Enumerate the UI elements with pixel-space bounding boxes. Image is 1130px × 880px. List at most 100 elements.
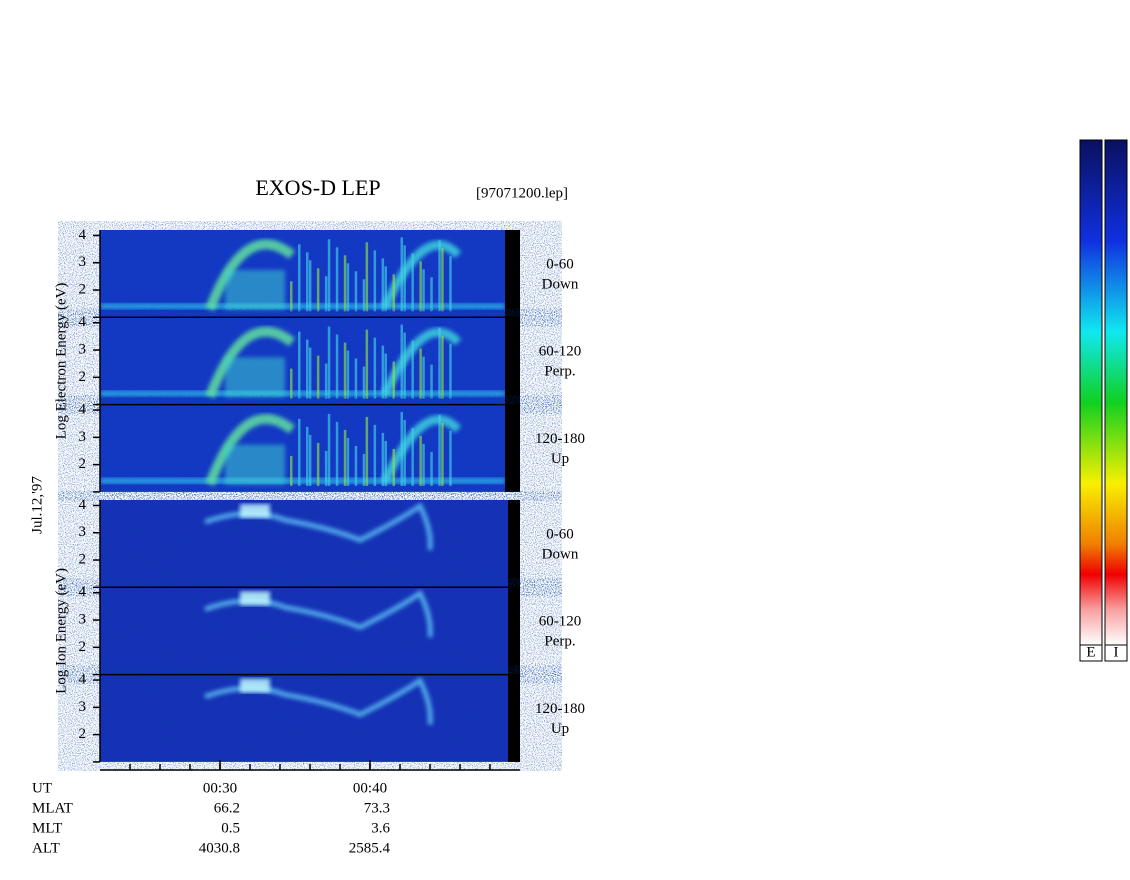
bright-spot: [240, 591, 270, 606]
low-energy-band: [100, 477, 505, 484]
spectrogram-noise: [100, 500, 520, 588]
bright-spot: [240, 678, 270, 693]
y-tick-label: 3: [79, 699, 87, 715]
pitch-direction: Perp.: [544, 364, 575, 380]
pitch-direction: Down: [542, 276, 579, 292]
streak: [400, 237, 403, 312]
x-tick-label: 00:40: [353, 780, 387, 796]
streak: [441, 248, 444, 312]
streak: [308, 347, 312, 399]
colorbar-label-box: [1104, 644, 1128, 662]
arc: [205, 326, 296, 399]
colorbar-label-box: [1079, 644, 1103, 662]
x-tick-label: 00:30: [203, 780, 237, 796]
ephemeris-value: 0.5: [221, 820, 240, 836]
pitch-direction: Up: [551, 451, 569, 467]
streak: [343, 429, 347, 486]
streak: [373, 424, 377, 486]
streak: [354, 445, 358, 486]
y-tick-label: 2: [79, 281, 87, 297]
spectrogram-noise: [100, 674, 520, 762]
pitch-range: 0-60: [546, 256, 574, 272]
pitch-range: 60-120: [539, 344, 582, 360]
streak: [365, 416, 369, 486]
y-tick-label: 2: [79, 726, 87, 742]
colorbar-label: E: [1086, 644, 1095, 660]
streak: [381, 345, 385, 399]
edge-strip: [505, 230, 520, 318]
colorbar-label: I: [1114, 644, 1119, 660]
streak: [316, 442, 320, 486]
y-tick-label: 4: [79, 497, 87, 513]
pitch-range: 120-180: [535, 431, 585, 447]
streak: [438, 414, 441, 486]
low-energy-band: [100, 390, 505, 397]
ephemeris-value: 3.6: [371, 820, 390, 836]
streak: [411, 340, 414, 399]
streak: [324, 363, 328, 399]
colorbar: [1104, 139, 1128, 646]
ephemeris-value: 4030.8: [199, 840, 240, 856]
streak: [384, 440, 387, 486]
y-axis-label: Log Electron Energy (eV): [53, 283, 69, 440]
streak: [298, 418, 301, 486]
source-region: [225, 444, 285, 485]
streak: [362, 453, 366, 486]
streak: [365, 329, 369, 399]
pitch-direction: Down: [542, 546, 579, 562]
streak: [298, 244, 301, 312]
colorbar: [1079, 139, 1103, 646]
streak: [346, 350, 350, 399]
streak: [365, 242, 369, 312]
low-energy-band: [100, 303, 505, 310]
streak: [392, 448, 395, 486]
streak: [411, 253, 414, 312]
streak: [290, 368, 293, 399]
pitch-direction: Up: [551, 721, 569, 737]
spectrogram: [100, 317, 520, 405]
source-region: [225, 357, 285, 398]
y-tick-label: 3: [79, 611, 87, 627]
edge-strip: [505, 317, 520, 405]
streak: [327, 413, 331, 486]
date-label: Jul.12,'97: [29, 476, 45, 534]
streak: [343, 342, 347, 399]
streak: [392, 361, 395, 399]
y-tick-label: 4: [79, 671, 87, 687]
y-tick-label: 2: [79, 456, 87, 472]
arc: [205, 414, 296, 486]
edge-strip: [508, 674, 520, 762]
streak: [354, 358, 358, 399]
streak: [384, 266, 387, 312]
streak: [411, 427, 414, 486]
streak: [324, 276, 328, 312]
spectrogram: [100, 674, 520, 762]
pitch-range: 60-120: [539, 614, 582, 630]
streak: [430, 364, 433, 399]
streak: [373, 250, 377, 312]
y-tick-label: 2: [79, 551, 87, 567]
streak: [290, 281, 293, 312]
streak: [290, 455, 293, 486]
y-tick-label: 3: [79, 524, 87, 540]
y-tick-label: 3: [79, 341, 87, 357]
streak: [327, 239, 331, 312]
streak: [362, 366, 366, 399]
streak: [430, 277, 433, 312]
streak: [403, 332, 406, 399]
streak: [422, 443, 425, 486]
streak: [449, 430, 452, 486]
streak: [381, 258, 385, 312]
streak: [308, 260, 312, 312]
streak: [324, 450, 328, 486]
file-name: [97071200.lep]: [476, 185, 568, 201]
streak: [335, 421, 339, 486]
streak: [422, 269, 425, 312]
streak: [335, 247, 339, 312]
y-tick-label: 4: [79, 401, 87, 417]
edge-strip: [508, 500, 520, 588]
y-tick-label: 3: [79, 429, 87, 445]
source-region: [225, 270, 285, 310]
